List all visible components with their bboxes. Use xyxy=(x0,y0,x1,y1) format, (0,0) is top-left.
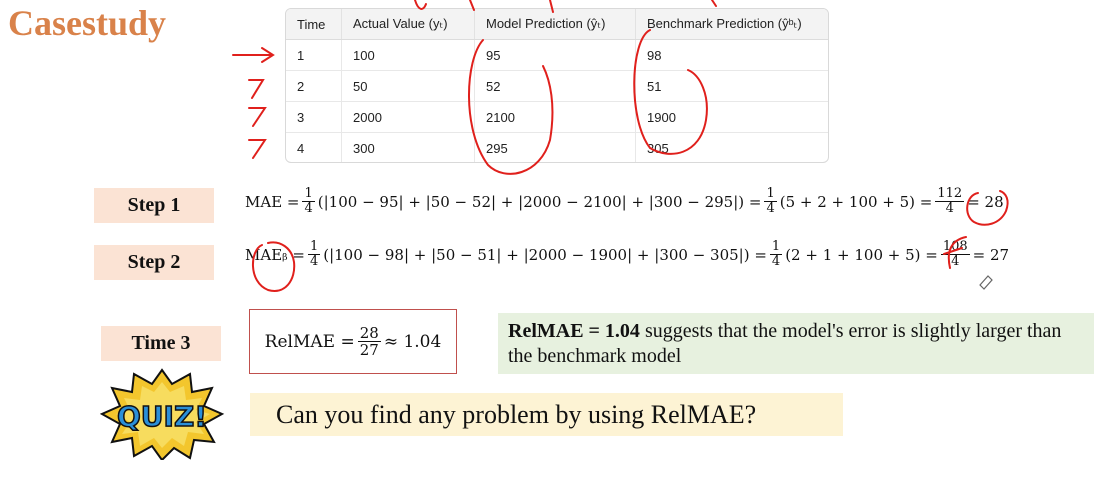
step2-label: Step 2 xyxy=(94,245,214,280)
table-cell: 95 xyxy=(474,39,636,71)
step1-expression-2: (5 + 2 + 100 + 5) = xyxy=(779,192,933,211)
table-row: 1 100 95 98 xyxy=(286,39,828,71)
table-cell: 1 xyxy=(286,39,342,71)
step1-expression: (|100 − 95| + |50 − 52| + |2000 − 2100| … xyxy=(317,192,762,211)
arrow-row2-icon xyxy=(248,79,265,99)
step1-lhs: MAE = xyxy=(245,192,300,211)
table-row: 4 300 295 305 xyxy=(286,132,828,162)
note-bold: RelMAE = 1.04 xyxy=(508,320,640,342)
table-cell: 100 xyxy=(341,39,475,71)
table-row: 2 50 52 51 xyxy=(286,70,828,102)
step2-expression: (|100 − 98| + |50 − 51| + |2000 − 1900| … xyxy=(323,245,767,264)
step2-result-fraction: 108 4 xyxy=(940,239,970,270)
table-cell: 2 xyxy=(286,70,342,102)
step2-lhs: MAEᵦ = xyxy=(245,245,305,264)
column-header-benchmark: Benchmark Prediction (ŷᵇₜ) xyxy=(635,9,828,40)
table-cell: 295 xyxy=(474,132,636,162)
column-header-actual: Actual Value (yₜ) xyxy=(341,9,475,40)
quiz-badge-icon: QUIZ! xyxy=(100,368,225,460)
data-table: Time Actual Value (yₜ) Model Prediction … xyxy=(285,8,829,163)
time3-label: Time 3 xyxy=(101,326,221,361)
note-text: suggests that the model's error is sligh… xyxy=(508,320,1062,367)
page-title: Casestudy xyxy=(8,3,167,43)
step2-expression-2: (2 + 1 + 100 + 5) = xyxy=(785,245,938,264)
table-cell: 98 xyxy=(635,39,828,71)
table-cell: 2100 xyxy=(474,101,636,133)
interpretation-note: RelMAE = 1.04 suggests that the model's … xyxy=(498,313,1094,374)
table-cell: 3 xyxy=(286,101,342,133)
step2-result: = 27 xyxy=(972,245,1010,264)
relmae-fraction: 28 27 xyxy=(357,323,381,359)
column-header-time: Time xyxy=(286,9,342,40)
relmae-lhs: RelMAE = xyxy=(264,331,355,352)
arrow-row4-icon xyxy=(248,139,267,159)
table-cell: 305 xyxy=(647,140,669,156)
arrow-row3-icon xyxy=(248,107,267,127)
step1-result: = 28 xyxy=(967,192,1004,211)
table-cell: 50 xyxy=(341,70,475,102)
pen-cursor-icon xyxy=(979,275,993,290)
table-row: 3 2000 2100 1900 xyxy=(286,101,828,133)
table-cell: 4 xyxy=(286,132,342,162)
arrow-row1-icon xyxy=(232,47,275,63)
quiz-question: Can you find any problem by using RelMAE… xyxy=(250,393,843,436)
quiz-badge-text: QUIZ! xyxy=(117,400,207,433)
table-cell: 51 xyxy=(635,70,828,102)
step1-result-fraction: 112 4 xyxy=(935,186,965,217)
table-cell: 1900 xyxy=(635,101,828,133)
column-header-model: Model Prediction (ŷₜ) xyxy=(474,9,636,40)
table-header-row: Time Actual Value (yₜ) Model Prediction … xyxy=(286,9,828,40)
relmae-approx: ≈ 1.04 xyxy=(383,331,442,352)
table-cell: 2000 xyxy=(341,101,475,133)
relmae-formula-box: RelMAE = 28 27 ≈ 1.04 xyxy=(249,309,457,374)
table-cell: 52 xyxy=(474,70,636,102)
step1-label: Step 1 xyxy=(94,188,214,223)
table-cell: 300 xyxy=(341,132,475,162)
